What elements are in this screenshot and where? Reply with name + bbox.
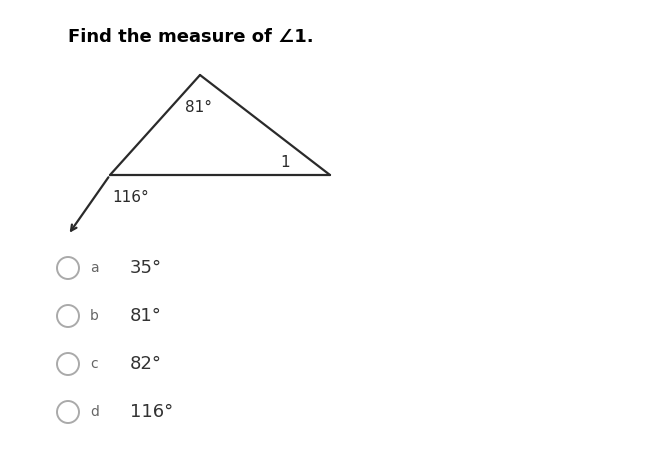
Text: 81°: 81° [185,100,212,115]
Text: Find the measure of ∠1.: Find the measure of ∠1. [68,28,314,46]
Text: 1: 1 [280,154,289,169]
Text: c: c [90,357,98,371]
Text: 82°: 82° [130,355,162,373]
Text: d: d [90,405,99,419]
Text: a: a [90,261,98,275]
Text: 116°: 116° [130,403,174,421]
Text: 116°: 116° [112,190,149,205]
Text: b: b [90,309,99,323]
Text: 81°: 81° [130,307,162,325]
Text: 35°: 35° [130,259,162,277]
